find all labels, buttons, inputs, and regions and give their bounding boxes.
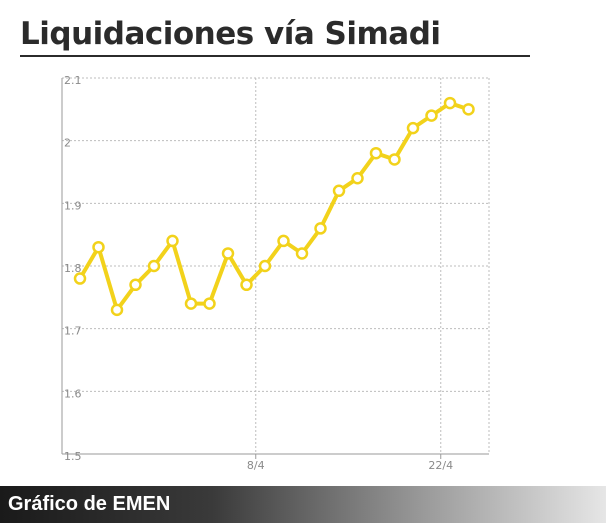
data-point bbox=[425, 109, 438, 122]
data-point bbox=[221, 247, 235, 260]
data-point bbox=[258, 259, 272, 273]
y-tick-label: 2.1 bbox=[64, 74, 82, 87]
footer-banner: Gráfico de EMEN bbox=[0, 486, 606, 523]
data-point bbox=[295, 247, 309, 260]
y-tick-label: 2 bbox=[64, 137, 71, 150]
data-point bbox=[129, 278, 142, 292]
data-point bbox=[369, 146, 383, 160]
data-point bbox=[184, 297, 198, 310]
y-tick-label: 1.6 bbox=[64, 387, 82, 400]
data-point bbox=[147, 259, 161, 273]
data-point bbox=[351, 172, 364, 185]
data-point bbox=[462, 103, 475, 116]
data-point bbox=[277, 234, 290, 248]
data-point bbox=[92, 240, 105, 254]
data-point bbox=[443, 96, 457, 110]
data-point bbox=[110, 303, 124, 317]
series-line-layer bbox=[78, 101, 471, 312]
page-title: Liquidaciones vía Simadi bbox=[20, 16, 441, 52]
axes bbox=[61, 78, 489, 459]
data-point bbox=[166, 234, 179, 248]
y-tick-label: 1.7 bbox=[64, 325, 82, 338]
data-points bbox=[73, 96, 475, 317]
title-underline bbox=[20, 55, 530, 57]
data-point bbox=[406, 121, 420, 135]
data-point bbox=[332, 184, 346, 198]
data-point bbox=[240, 278, 253, 292]
data-point bbox=[203, 297, 216, 310]
y-tick-label: 1.8 bbox=[64, 262, 82, 275]
footer-label: Gráfico de EMEN bbox=[8, 493, 171, 515]
tick-labels: 1.5 1.6 1.7 1.8 1.9 2 2.1 8/4 22/4 bbox=[64, 74, 453, 472]
data-point bbox=[388, 153, 401, 166]
grid bbox=[62, 77, 490, 454]
y-tick-label: 1.9 bbox=[64, 199, 82, 212]
y-tick-label: 1.5 bbox=[64, 450, 82, 463]
line-chart: 1.5 1.6 1.7 1.8 1.9 2 2.1 8/4 22/4 bbox=[61, 74, 490, 472]
x-tick-label: 8/4 bbox=[247, 459, 265, 472]
data-point bbox=[314, 222, 327, 235]
series-line bbox=[78, 101, 471, 312]
data-point bbox=[73, 272, 87, 285]
x-tick-label: 22/4 bbox=[428, 459, 453, 472]
